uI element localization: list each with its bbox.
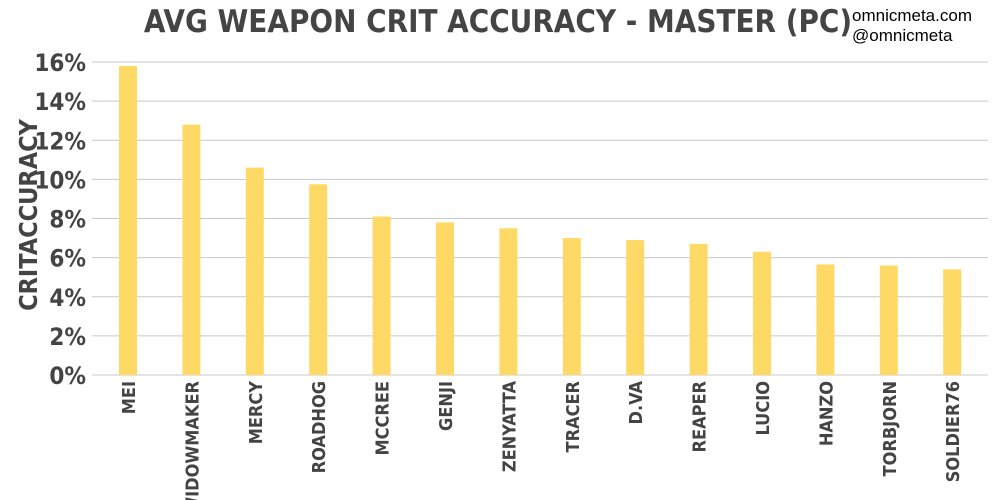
- credit-site: omnicmeta.com: [852, 6, 972, 25]
- bar-lucio: [753, 251, 771, 375]
- x-tick-label: REAPER: [690, 380, 711, 452]
- x-tick-label: SOLDIER76: [943, 381, 964, 482]
- x-tick-label: MEI: [119, 381, 140, 414]
- bars: [119, 65, 962, 375]
- bar-reaper: [689, 243, 708, 375]
- x-tick-label: ZENYATTA: [499, 381, 520, 473]
- bar-d-va: [626, 240, 645, 375]
- y-tick-label: 12%: [34, 127, 86, 155]
- bar-roadhog: [309, 184, 328, 375]
- x-tick-label: LUCIO: [753, 381, 774, 436]
- credit-handle: @omnicmeta: [852, 26, 953, 45]
- bar-torbjorn: [879, 265, 898, 375]
- y-tick-label: 4%: [49, 284, 86, 312]
- bar-genji: [436, 222, 454, 375]
- x-tick-labels: MEI WIDOWMAKER MERCY ROADHOG MCCREE GENJI ZENY…: [119, 380, 964, 500]
- y-tick-labels: 0% 2% 4% 6% 8% 10% 12% 14% 16%: [34, 49, 86, 390]
- x-tick-label: TRACER: [563, 380, 584, 452]
- bar-tracer: [562, 238, 581, 375]
- chart-title: AVG WEAPON CRIT ACCURACY - MASTER (PC): [144, 4, 852, 40]
- bar-soldier76: [943, 269, 962, 375]
- gridlines: [92, 61, 988, 376]
- y-axis-label: CRITACCURACY: [14, 118, 43, 311]
- y-tick-label: 16%: [34, 49, 86, 77]
- x-tick-label: MCCREE: [373, 381, 394, 456]
- bar-mei: [119, 65, 137, 375]
- x-tick-label: ROADHOG: [309, 381, 330, 473]
- x-tick-label: TORBJORN: [880, 381, 901, 476]
- x-tick-label: GENJI: [436, 381, 457, 431]
- x-tick-label: D.VA: [626, 381, 647, 425]
- bar-zenyatta: [499, 228, 518, 375]
- y-tick-label: 2%: [49, 323, 86, 351]
- y-tick-label: 0%: [49, 362, 86, 390]
- x-tick-label: WIDOWMAKER: [182, 380, 203, 500]
- x-tick-label: MERCY: [246, 381, 267, 445]
- y-tick-label: 14%: [34, 88, 86, 116]
- bar-widowmaker: [182, 124, 201, 375]
- bar-hanzo: [816, 264, 835, 375]
- y-tick-label: 10%: [34, 166, 86, 194]
- x-tick-label: HANZO: [816, 381, 837, 446]
- y-tick-label: 6%: [49, 245, 86, 273]
- y-tick-label: 8%: [49, 206, 86, 234]
- bar-mercy: [245, 167, 264, 375]
- bar-mccree: [372, 216, 391, 375]
